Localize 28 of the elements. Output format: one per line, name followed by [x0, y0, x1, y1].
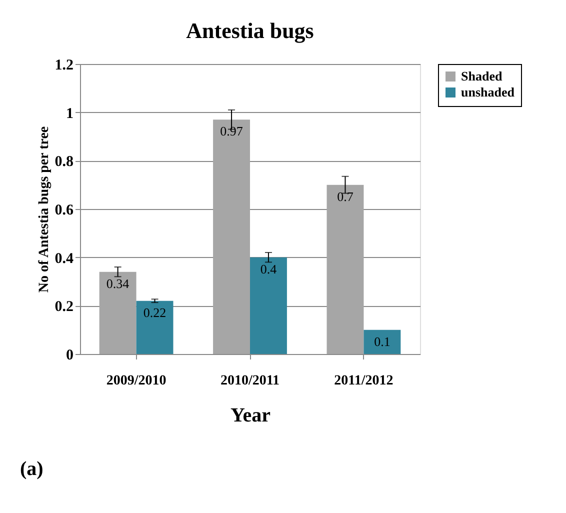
- x-axis-title: Year: [230, 404, 271, 426]
- data-label: 0.97: [220, 124, 244, 139]
- x-tick-label: 2009/2010: [106, 374, 166, 388]
- data-label: 0.34: [106, 276, 130, 291]
- chart-title: Antestia bugs: [186, 18, 314, 43]
- y-tick-label: 0.8: [54, 154, 74, 170]
- y-tick-label: 0.4: [54, 250, 74, 267]
- y-tick-label: 1.2: [54, 58, 74, 74]
- y-tick-label: 0.2: [54, 299, 74, 316]
- y-tick-label: 0.6: [54, 202, 74, 218]
- legend-label: unshaded: [461, 84, 516, 100]
- data-label: 0.22: [143, 304, 166, 320]
- x-tick-label: 2010/2011: [220, 374, 280, 388]
- data-label: 0.1: [374, 334, 390, 349]
- bar: [326, 184, 364, 354]
- text: (a): [20, 458, 44, 480]
- bar: [250, 257, 287, 354]
- bar: [213, 120, 250, 354]
- data-label: 0.4: [260, 261, 278, 276]
- y-axis-title: No of Antestia bugs per tree: [36, 126, 52, 293]
- bar: [99, 272, 136, 354]
- legend-label: Shaded: [461, 68, 503, 84]
- x-tick-label: 2011/2012: [334, 374, 394, 388]
- bar: [136, 300, 174, 354]
- y-tick-label: 0: [66, 348, 74, 364]
- y-tick-label: 1: [66, 106, 74, 122]
- data-label: 0.7: [337, 188, 354, 204]
- bar: [364, 330, 401, 354]
